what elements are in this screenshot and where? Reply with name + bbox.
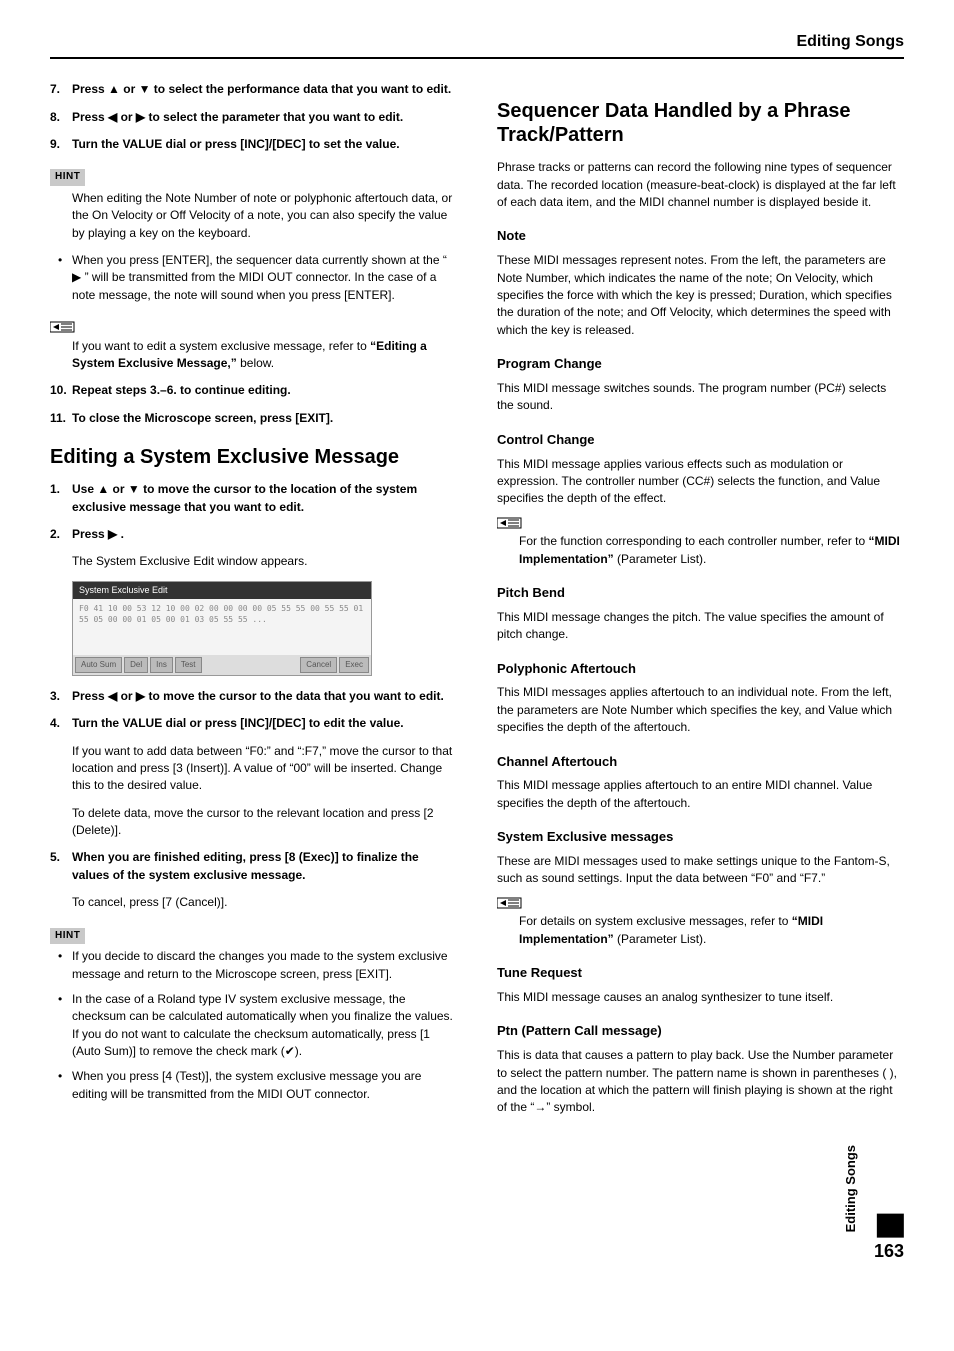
step-11: 11. To close the Microscope screen, pres… (50, 410, 457, 427)
step-number: 1. (50, 481, 72, 516)
bullet-text: If you decide to discard the changes you… (72, 948, 457, 983)
step-7: 7. Press ▲ or ▼ to select the performanc… (50, 81, 457, 98)
sub-program-change-body: This MIDI message switches sounds. The p… (497, 380, 904, 415)
img-button-row: Auto Sum Del Ins Test Cancel Exec (73, 655, 371, 675)
step-number: 10. (50, 382, 72, 399)
sub-note: Note (497, 227, 904, 246)
step-4-note-a: If you want to add data between “F0:” an… (72, 743, 457, 795)
bullet-text: When you press [ENTER], the sequencer da… (72, 252, 457, 304)
step-text: When you are finished editing, press [8 … (72, 849, 457, 884)
hint-body: When editing the Note Number of note or … (72, 190, 457, 242)
step-number: 8. (50, 109, 72, 126)
img-btn: Test (175, 657, 202, 673)
step-5: 5. When you are finished editing, press … (50, 849, 457, 884)
img-title: System Exclusive Edit (73, 582, 371, 599)
right-column: Sequencer Data Handled by a Phrase Track… (497, 81, 904, 1116)
hint2-bullet-1: If you decide to discard the changes you… (58, 948, 457, 983)
sub-poly-aftertouch-body: This MIDI messages applies aftertouch to… (497, 684, 904, 736)
sub-ptn: Ptn (Pattern Call message) (497, 1022, 904, 1041)
step-number: 7. (50, 81, 72, 98)
page-number: 163 (874, 1238, 904, 1264)
sysex-edit-window-image: System Exclusive Edit F0 41 10 00 53 12 … (72, 581, 372, 676)
step-2: 2. Press ▶ . (50, 526, 457, 543)
step-text: Press ▲ or ▼ to select the performance d… (72, 81, 451, 98)
hint-label: HINT (50, 169, 85, 186)
sub-channel-aftertouch: Channel Aftertouch (497, 753, 904, 772)
ref-bold: “MIDI Implementation” (519, 534, 900, 565)
sub-control-change-body: This MIDI message applies various effect… (497, 456, 904, 508)
step-number: 2. (50, 526, 72, 543)
sub-poly-aftertouch: Polyphonic Aftertouch (497, 660, 904, 679)
sub-ptn-body: This is data that causes a pattern to pl… (497, 1047, 904, 1117)
img-btn-spacer (204, 657, 299, 673)
section-heading-seqdata: Sequencer Data Handled by a Phrase Track… (497, 99, 904, 147)
step-2-note: The System Exclusive Edit window appears… (72, 553, 457, 570)
hint-bullet: When you press [ENTER], the sequencer da… (58, 252, 457, 304)
sub-channel-aftertouch-body: This MIDI message applies aftertouch to … (497, 777, 904, 812)
sub-control-change: Control Change (497, 431, 904, 450)
footer-stack: Editing Songs 163 (838, 1145, 904, 1264)
step-10: 10. Repeat steps 3.–6. to continue editi… (50, 382, 457, 399)
hint2-bullet-2: In the case of a Roland type IV system e… (58, 991, 457, 1061)
sub-tune-request-body: This MIDI message causes an analog synth… (497, 989, 904, 1006)
step-text: To close the Microscope screen, press [E… (72, 410, 333, 427)
ref-bold: “Editing a System Exclusive Message,” (72, 339, 427, 370)
sub-note-body: These MIDI messages represent notes. Fro… (497, 252, 904, 339)
reference-body: If you want to edit a system exclusive m… (72, 338, 457, 373)
step-4: 4. Turn the VALUE dial or press [INC]/[D… (50, 715, 457, 732)
step-text: Press ◀ or ▶ to select the parameter tha… (72, 109, 403, 126)
step-text: Repeat steps 3.–6. to continue editing. (72, 382, 291, 399)
step-text: Turn the VALUE dial or press [INC]/[DEC]… (72, 715, 404, 732)
ref-bold: “MIDI Implementation” (519, 914, 823, 945)
step-1: 1. Use ▲ or ▼ to move the cursor to the … (50, 481, 457, 516)
img-btn: Cancel (300, 657, 337, 673)
img-btn: Ins (150, 657, 173, 673)
reference-icon (50, 318, 76, 335)
step-8: 8. Press ◀ or ▶ to select the parameter … (50, 109, 457, 126)
sub-pitch-bend-body: This MIDI message changes the pitch. The… (497, 609, 904, 644)
step-number: 3. (50, 688, 72, 705)
img-btn: Del (124, 657, 148, 673)
hint2-bullet-3: When you press [4 (Test)], the system ex… (58, 1068, 457, 1103)
step-text: Use ▲ or ▼ to move the cursor to the loc… (72, 481, 457, 516)
reference-icon (497, 894, 523, 911)
content-columns: 7. Press ▲ or ▼ to select the performanc… (50, 81, 904, 1116)
header-title: Editing Songs (796, 33, 904, 50)
sub-pitch-bend: Pitch Bend (497, 584, 904, 603)
left-column: 7. Press ▲ or ▼ to select the performanc… (50, 81, 457, 1116)
side-tab-black (877, 1214, 904, 1238)
reference-body: For details on system exclusive messages… (519, 913, 904, 948)
bullet-text: In the case of a Roland type IV system e… (72, 991, 457, 1061)
step-9: 9. Turn the VALUE dial or press [INC]/[D… (50, 136, 457, 153)
step-number: 4. (50, 715, 72, 732)
sub-sysex: System Exclusive messages (497, 828, 904, 847)
step-text: Turn the VALUE dial or press [INC]/[DEC]… (72, 136, 400, 153)
sub-sysex-body: These are MIDI messages used to make set… (497, 853, 904, 888)
hint-label-2: HINT (50, 928, 85, 945)
section-heading-sysex: Editing a System Exclusive Message (50, 445, 457, 469)
page-header: Editing Songs (50, 30, 904, 59)
sub-program-change: Program Change (497, 355, 904, 374)
reference-body: For the function corresponding to each c… (519, 533, 904, 568)
bullet-text: When you press [4 (Test)], the system ex… (72, 1068, 457, 1103)
step-5-note: To cancel, press [7 (Cancel)]. (72, 894, 457, 911)
img-btn: Exec (339, 657, 369, 673)
reference-icon (497, 514, 523, 531)
step-4-note-b: To delete data, move the cursor to the r… (72, 805, 457, 840)
sub-tune-request: Tune Request (497, 964, 904, 983)
img-hex-body: F0 41 10 00 53 12 10 00 02 00 00 00 00 0… (73, 599, 371, 655)
step-number: 11. (50, 410, 72, 427)
side-tab-label: Editing Songs (838, 1145, 865, 1238)
step-text: Press ▶ . (72, 526, 124, 543)
step-number: 9. (50, 136, 72, 153)
page-footer: Editing Songs 163 (50, 1145, 904, 1264)
section-intro: Phrase tracks or patterns can record the… (497, 159, 904, 211)
step-number: 5. (50, 849, 72, 884)
step-text: Press ◀ or ▶ to move the cursor to the d… (72, 688, 444, 705)
img-btn: Auto Sum (75, 657, 122, 673)
step-3: 3. Press ◀ or ▶ to move the cursor to th… (50, 688, 457, 705)
